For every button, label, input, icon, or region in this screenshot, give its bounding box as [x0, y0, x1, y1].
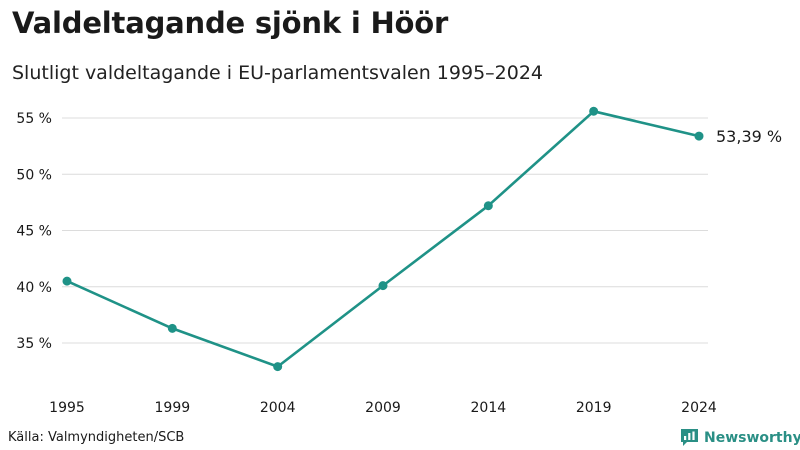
- chart-subtitle: Slutligt valdeltagande i EU-parlamentsva…: [12, 62, 544, 84]
- y-tick-label: 55 %: [16, 111, 52, 127]
- data-point: [167, 323, 177, 333]
- brand-name: Newsworthy: [704, 429, 800, 446]
- x-tick-label: 2009: [365, 400, 401, 416]
- data-point: [483, 201, 493, 211]
- x-tick-label: 2004: [260, 400, 296, 416]
- data-point: [694, 131, 704, 141]
- x-tick-label: 2019: [576, 400, 612, 416]
- y-tick-label: 45 %: [16, 224, 52, 240]
- data-point: [62, 276, 72, 286]
- x-tick-label: 1995: [49, 400, 85, 416]
- x-tick-label: 2024: [681, 400, 717, 416]
- series-line: [65, 110, 701, 368]
- data-point: [378, 281, 388, 291]
- x-tick-label: 2014: [471, 400, 507, 416]
- end-value-label: 53,39 %: [716, 127, 782, 146]
- source-note: Källa: Valmyndigheten/SCB: [8, 430, 185, 445]
- x-tick-label: 1999: [155, 400, 191, 416]
- brand-logo[interactable]: Newsworthy: [680, 428, 800, 447]
- y-tick-label: 35 %: [16, 336, 52, 352]
- chart-title: Valdeltagande sjönk i Höör: [12, 6, 449, 40]
- y-tick-label: 50 %: [16, 167, 52, 183]
- data-point: [589, 106, 599, 116]
- y-tick-label: 40 %: [16, 280, 52, 296]
- bar-chart-speech-bubble-icon: [681, 429, 698, 446]
- data-point: [273, 362, 283, 372]
